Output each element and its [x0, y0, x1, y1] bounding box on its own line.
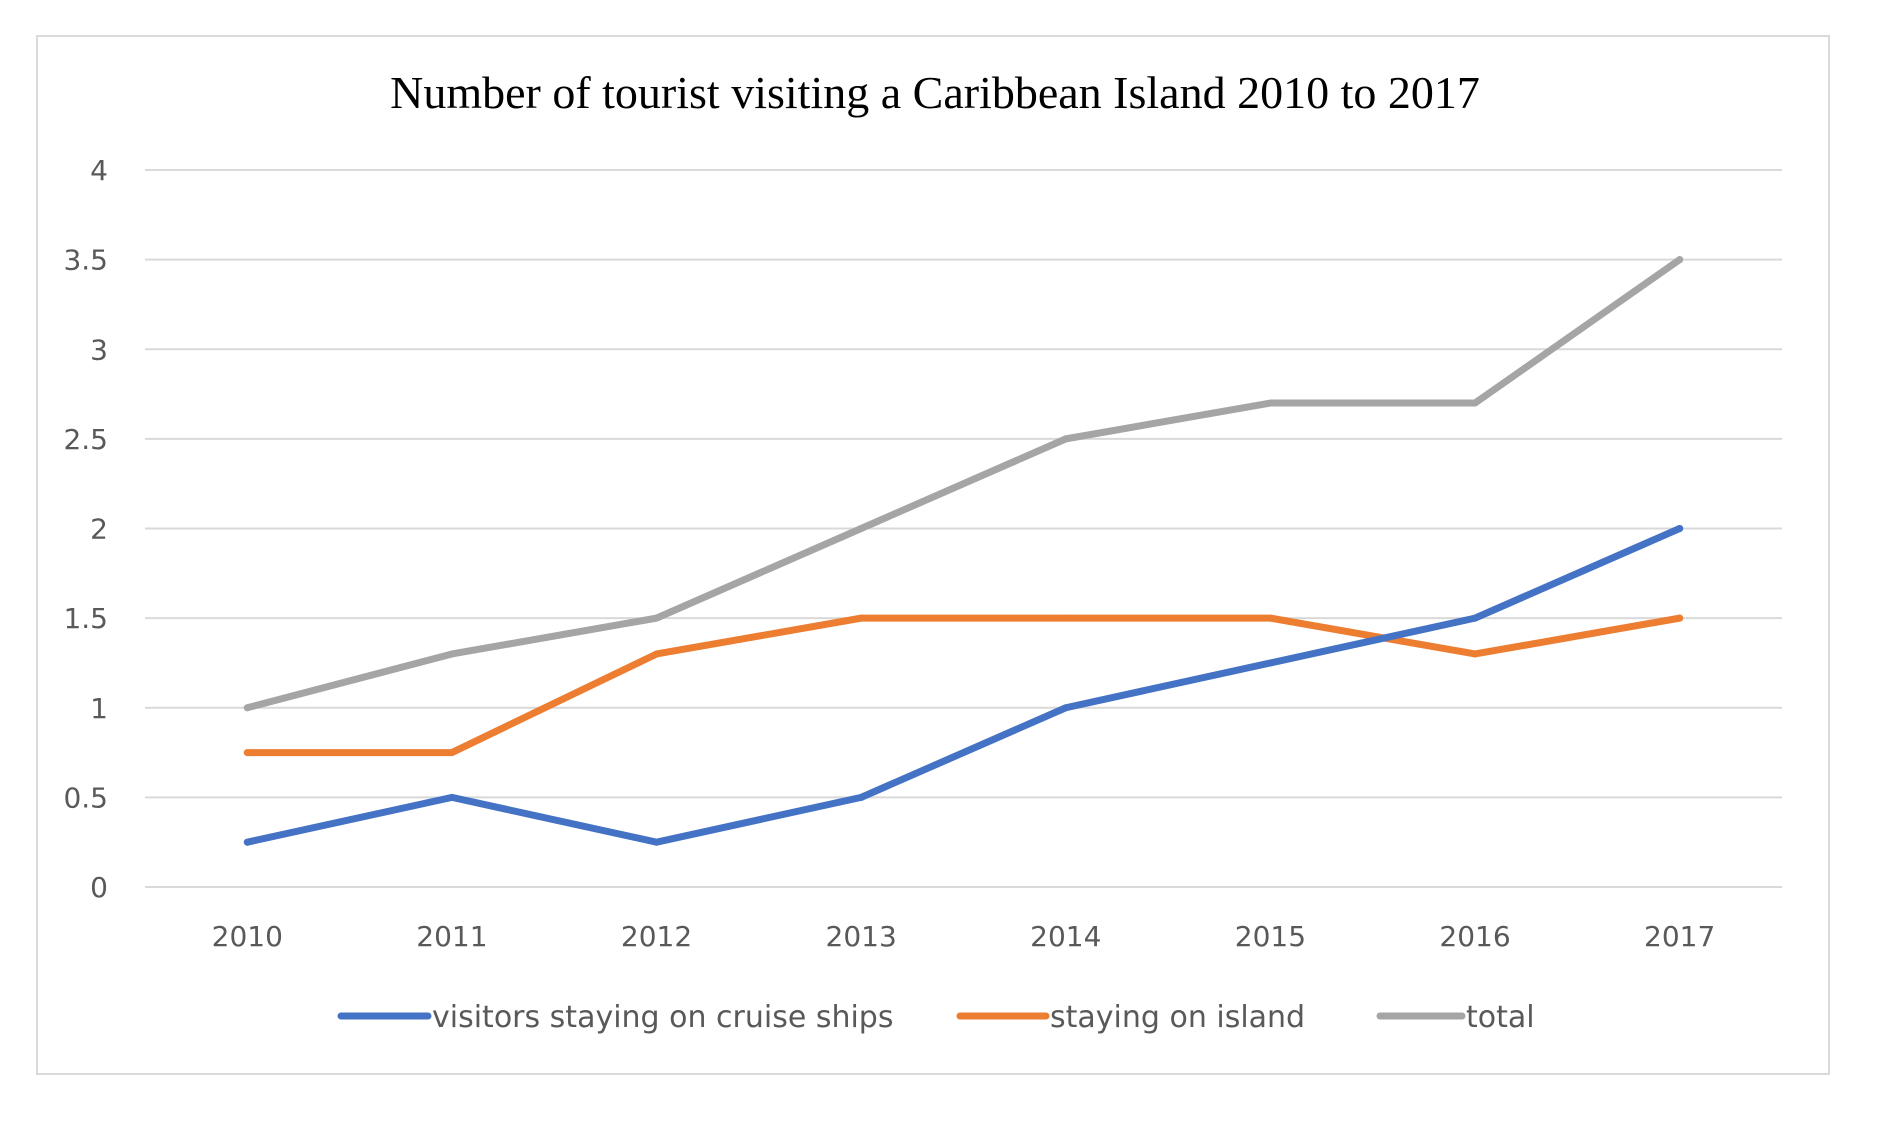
y-tick-label: 2.5 [63, 423, 108, 456]
data-point [243, 749, 251, 757]
y-axis: 0 0.5 1 1.5 2 2.5 3 3.5 4 [63, 154, 108, 904]
data-point [448, 793, 456, 801]
x-tick-label: 2014 [1030, 920, 1101, 953]
data-point [1062, 704, 1070, 712]
x-tick-label: 2013 [826, 920, 897, 953]
data-point [1062, 435, 1070, 443]
data-point [1471, 399, 1479, 407]
data-point [1676, 525, 1684, 532]
legend: visitors staying on cruise ships staying … [337, 1000, 1535, 1035]
y-tick-label: 1 [90, 692, 108, 725]
x-tick-label: 2011 [416, 920, 487, 953]
y-tick-label: 4 [90, 154, 108, 187]
data-point [1471, 650, 1479, 658]
data-point [1266, 399, 1274, 407]
data-point [653, 650, 661, 658]
data-point [1471, 614, 1479, 622]
x-tick-label: 2010 [212, 920, 283, 953]
legend-label: visitors staying on cruise ships [432, 1000, 893, 1035]
legend-label: total [1466, 1000, 1535, 1035]
x-tick-label: 2012 [621, 920, 692, 953]
data-point [857, 793, 865, 801]
data-point [857, 614, 865, 622]
x-tick-label: 2015 [1235, 920, 1306, 953]
data-point [1062, 614, 1070, 622]
chart-frame [36, 35, 1830, 1075]
data-point [857, 525, 865, 532]
data-point [243, 838, 251, 846]
series-line-2 [243, 614, 1684, 757]
data-point [448, 749, 456, 757]
series-lines [243, 256, 1684, 846]
y-tick-label: 3 [90, 333, 108, 366]
data-point [1676, 256, 1684, 264]
series-line-3 [243, 256, 1684, 712]
data-point [1266, 614, 1274, 622]
x-tick-label: 2017 [1644, 920, 1715, 953]
grid-lines [145, 169, 1782, 888]
data-point [653, 838, 661, 846]
data-point [1676, 614, 1684, 622]
data-point [1266, 659, 1274, 667]
data-point [653, 614, 661, 622]
y-tick-label: 2 [90, 513, 108, 546]
legend-label: staying on island [1050, 1000, 1305, 1035]
data-point [243, 704, 251, 712]
y-tick-label: 1.5 [63, 602, 108, 635]
y-tick-label: 3.5 [63, 244, 108, 277]
y-tick-label: 0.5 [63, 781, 108, 814]
series-line-1 [243, 525, 1684, 846]
data-point [448, 650, 456, 658]
x-tick-label: 2016 [1439, 920, 1510, 953]
y-tick-label: 0 [90, 871, 108, 904]
chart-title: Number of tourist visiting a Caribbean I… [390, 67, 1480, 118]
x-axis: 2010 2011 2012 2013 2014 2015 2016 2017 [212, 920, 1716, 953]
